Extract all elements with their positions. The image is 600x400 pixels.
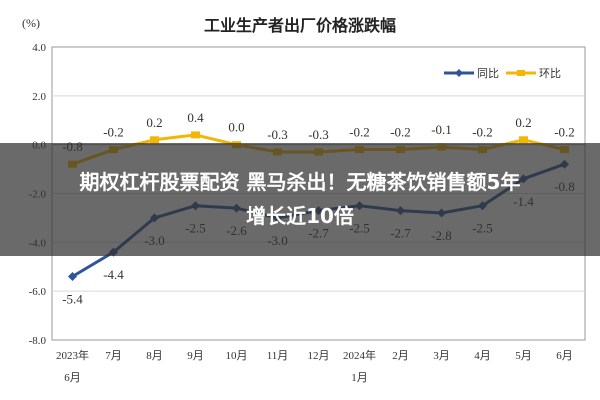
- y-tick-label: 2.0: [32, 91, 46, 103]
- x-tick-label: 1月: [351, 372, 368, 384]
- data-label: -0.3: [308, 127, 329, 142]
- x-tick-label: 9月: [187, 350, 204, 362]
- data-label: 0.2: [515, 115, 531, 130]
- legend-marker: [517, 70, 525, 76]
- x-tick-label: 2024年: [343, 348, 376, 362]
- x-tick-label: 2023年: [56, 348, 89, 362]
- data-point: [519, 136, 528, 144]
- data-label: -0.2: [349, 125, 370, 140]
- x-tick-label: 5月: [515, 350, 532, 362]
- x-tick-label: 4月: [474, 350, 491, 362]
- data-label: -4.4: [103, 267, 124, 282]
- data-label: 0.2: [146, 115, 162, 130]
- data-label: -5.4: [62, 292, 83, 307]
- x-tick-label: 11月: [267, 350, 289, 362]
- x-tick-label: 8月: [146, 350, 163, 362]
- data-point: [68, 272, 77, 282]
- y-unit-label: (%): [22, 16, 40, 30]
- headline-text[interactable]: 期权杠杆股票配资 黑马杀出！无糖茶饮销售额5年 增长近10倍: [0, 165, 600, 233]
- x-tick-label: 3月: [433, 350, 450, 362]
- x-tick-label: 12月: [308, 350, 330, 362]
- x-tick-label: 6月: [64, 372, 81, 384]
- headline-banner: [0, 143, 600, 256]
- data-label: -0.2: [472, 125, 493, 140]
- data-point: [191, 131, 200, 139]
- data-label: -0.2: [103, 125, 124, 140]
- legend-label: 环比: [539, 67, 561, 80]
- x-tick-label: 6月: [556, 350, 573, 362]
- y-tick-label: -6.0: [29, 286, 47, 298]
- y-tick-label: -8.0: [29, 335, 47, 347]
- chart-title: 工业生产者出厂价格涨跌幅: [204, 16, 396, 35]
- data-label: -0.2: [390, 125, 411, 140]
- data-label: -0.2: [554, 125, 575, 140]
- y-tick-label: 4.0: [32, 42, 46, 54]
- x-tick-label: 7月: [105, 350, 122, 362]
- headline-line-1: 期权杠杆股票配资 黑马杀出！无糖茶饮销售额5年: [79, 170, 521, 194]
- data-label: 0.0: [228, 120, 244, 135]
- data-label: -0.1: [431, 122, 452, 137]
- data-label: 0.4: [187, 110, 204, 125]
- x-tick-label: 2月: [392, 350, 409, 362]
- legend-label: 同比: [477, 67, 499, 80]
- data-label: -0.3: [267, 127, 288, 142]
- data-point: [150, 136, 159, 144]
- x-tick-label: 10月: [226, 350, 248, 362]
- legend-marker: [455, 69, 463, 77]
- headline-line-2: 增长近10倍: [246, 204, 354, 228]
